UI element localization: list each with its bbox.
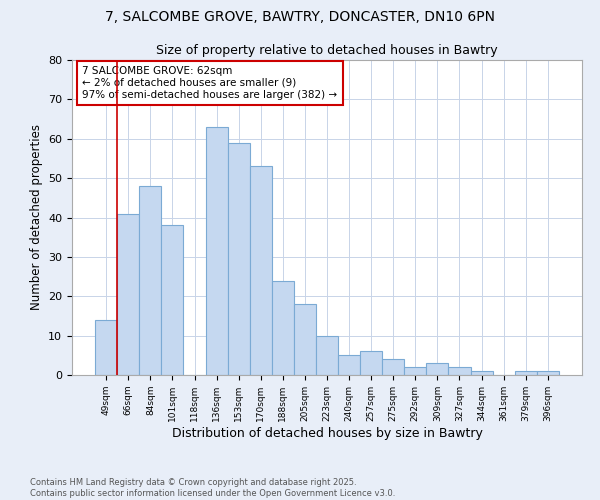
Bar xyxy=(139,186,161,375)
Bar xyxy=(427,363,448,375)
Bar xyxy=(404,367,427,375)
Bar xyxy=(338,356,360,375)
Y-axis label: Number of detached properties: Number of detached properties xyxy=(29,124,43,310)
Bar xyxy=(515,371,537,375)
Bar xyxy=(250,166,272,375)
Bar xyxy=(206,127,227,375)
Text: 7 SALCOMBE GROVE: 62sqm
← 2% of detached houses are smaller (9)
97% of semi-deta: 7 SALCOMBE GROVE: 62sqm ← 2% of detached… xyxy=(82,66,337,100)
Bar xyxy=(316,336,338,375)
Bar xyxy=(272,280,294,375)
Bar xyxy=(382,359,404,375)
X-axis label: Distribution of detached houses by size in Bawtry: Distribution of detached houses by size … xyxy=(172,426,482,440)
Bar xyxy=(537,371,559,375)
Text: 7, SALCOMBE GROVE, BAWTRY, DONCASTER, DN10 6PN: 7, SALCOMBE GROVE, BAWTRY, DONCASTER, DN… xyxy=(105,10,495,24)
Text: Contains HM Land Registry data © Crown copyright and database right 2025.
Contai: Contains HM Land Registry data © Crown c… xyxy=(30,478,395,498)
Bar xyxy=(117,214,139,375)
Bar xyxy=(360,352,382,375)
Bar xyxy=(95,320,117,375)
Bar xyxy=(448,367,470,375)
Bar xyxy=(294,304,316,375)
Bar xyxy=(470,371,493,375)
Bar xyxy=(161,226,184,375)
Title: Size of property relative to detached houses in Bawtry: Size of property relative to detached ho… xyxy=(156,44,498,58)
Bar xyxy=(227,142,250,375)
